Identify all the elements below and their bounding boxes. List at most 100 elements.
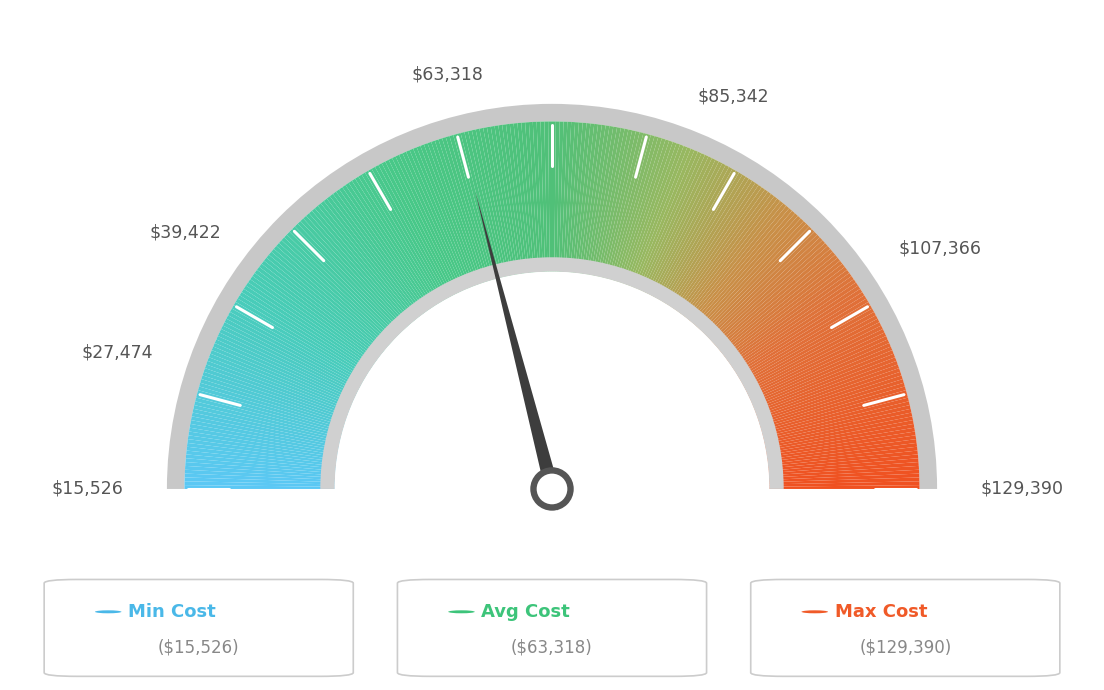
Wedge shape (487, 126, 516, 275)
Wedge shape (202, 372, 346, 422)
Wedge shape (662, 172, 742, 303)
Wedge shape (584, 126, 609, 275)
Wedge shape (210, 350, 351, 409)
Wedge shape (320, 257, 784, 489)
Wedge shape (295, 224, 402, 334)
Wedge shape (315, 206, 414, 323)
Wedge shape (687, 201, 783, 320)
Wedge shape (753, 350, 894, 409)
Wedge shape (235, 299, 367, 378)
Wedge shape (449, 135, 493, 280)
Wedge shape (611, 135, 655, 280)
Wedge shape (680, 192, 771, 315)
Wedge shape (392, 157, 459, 293)
Wedge shape (628, 144, 683, 286)
Wedge shape (206, 361, 349, 415)
Wedge shape (556, 121, 563, 272)
Wedge shape (657, 167, 732, 299)
Wedge shape (724, 264, 845, 357)
Wedge shape (529, 122, 541, 272)
Wedge shape (518, 123, 534, 273)
Wedge shape (765, 420, 914, 451)
Text: $27,474: $27,474 (82, 344, 152, 362)
Wedge shape (359, 175, 439, 304)
Wedge shape (311, 208, 412, 324)
Wedge shape (762, 394, 907, 435)
Wedge shape (457, 133, 498, 279)
Wedge shape (506, 124, 527, 273)
Wedge shape (369, 169, 445, 301)
Wedge shape (416, 146, 474, 287)
Wedge shape (704, 226, 811, 335)
Wedge shape (761, 386, 906, 431)
Wedge shape (209, 354, 350, 411)
Wedge shape (212, 346, 352, 407)
Wedge shape (446, 136, 491, 281)
Wedge shape (362, 172, 442, 303)
Wedge shape (613, 136, 658, 281)
Wedge shape (741, 308, 874, 384)
Wedge shape (744, 319, 880, 391)
Wedge shape (244, 286, 371, 371)
Text: $107,366: $107,366 (899, 239, 981, 257)
Wedge shape (559, 121, 567, 272)
Wedge shape (333, 192, 424, 315)
Circle shape (537, 473, 567, 504)
Wedge shape (696, 213, 798, 328)
Wedge shape (232, 305, 364, 382)
Circle shape (802, 611, 828, 613)
Wedge shape (427, 142, 480, 284)
Wedge shape (502, 124, 524, 274)
Wedge shape (591, 127, 620, 275)
Wedge shape (246, 282, 372, 368)
Wedge shape (606, 133, 647, 279)
Wedge shape (769, 473, 920, 482)
Wedge shape (734, 289, 862, 373)
Wedge shape (199, 383, 344, 428)
Wedge shape (768, 462, 919, 475)
Wedge shape (229, 312, 362, 386)
Wedge shape (652, 164, 725, 297)
Wedge shape (327, 196, 421, 317)
Wedge shape (626, 143, 680, 285)
Wedge shape (188, 439, 337, 462)
Wedge shape (735, 292, 864, 375)
Wedge shape (189, 428, 338, 455)
Wedge shape (769, 477, 920, 484)
Wedge shape (346, 183, 432, 309)
Wedge shape (413, 147, 473, 288)
Wedge shape (702, 224, 809, 334)
Wedge shape (185, 458, 336, 473)
Wedge shape (757, 368, 901, 420)
Wedge shape (760, 379, 904, 426)
Wedge shape (768, 458, 919, 473)
Wedge shape (269, 252, 386, 351)
Wedge shape (722, 261, 842, 356)
Wedge shape (198, 386, 343, 431)
FancyBboxPatch shape (44, 580, 353, 676)
Wedge shape (259, 264, 380, 357)
Wedge shape (266, 255, 384, 352)
Wedge shape (755, 357, 896, 413)
Wedge shape (490, 126, 518, 275)
Wedge shape (752, 346, 892, 407)
Wedge shape (634, 148, 694, 288)
Text: ($63,318): ($63,318) (511, 638, 593, 657)
Wedge shape (672, 183, 758, 309)
Wedge shape (306, 213, 408, 328)
Wedge shape (185, 462, 336, 475)
Wedge shape (264, 257, 383, 354)
Wedge shape (565, 122, 578, 273)
Wedge shape (597, 130, 633, 277)
Wedge shape (604, 132, 644, 279)
Wedge shape (602, 131, 639, 278)
Wedge shape (732, 282, 858, 368)
Wedge shape (375, 165, 449, 299)
Wedge shape (721, 257, 840, 354)
Wedge shape (184, 485, 335, 489)
Wedge shape (349, 181, 434, 308)
Wedge shape (453, 134, 496, 279)
Wedge shape (217, 333, 355, 399)
Wedge shape (248, 279, 373, 367)
Wedge shape (289, 229, 399, 337)
